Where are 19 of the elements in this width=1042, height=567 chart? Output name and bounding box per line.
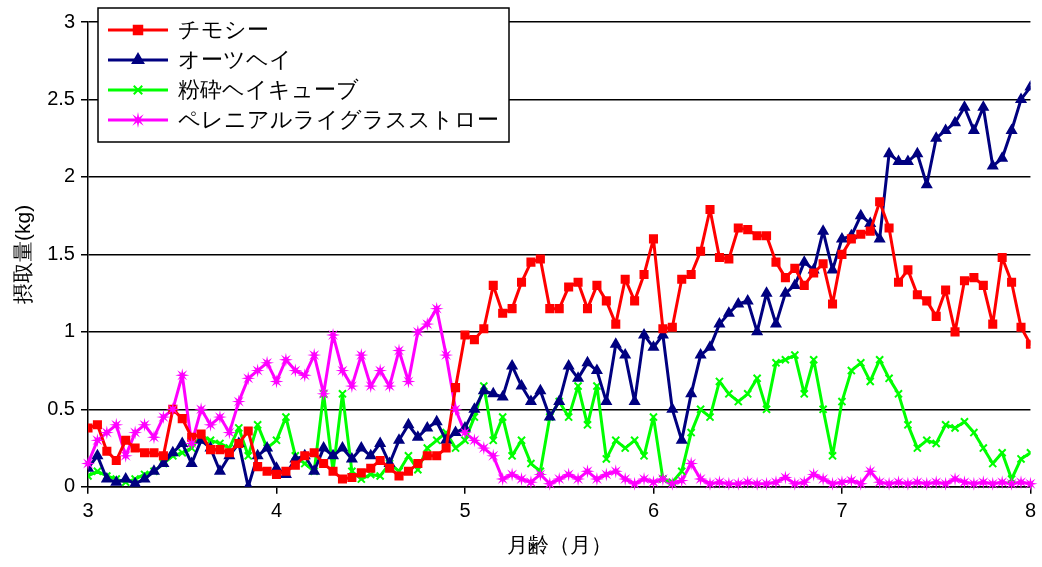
y-tick-label: 2 bbox=[63, 164, 75, 187]
y-tick-label: 1 bbox=[63, 319, 75, 342]
x-tick-label: 6 bbox=[647, 499, 660, 522]
legend-label: 粉砕ヘイキューブ bbox=[178, 77, 359, 103]
y-tick-label: 3 bbox=[63, 9, 75, 32]
legend-label: オーツヘイ bbox=[178, 47, 292, 73]
y-tick-label: 1.5 bbox=[47, 241, 75, 264]
x-tick-label: 8 bbox=[1024, 499, 1036, 522]
x-tick-label: 7 bbox=[836, 499, 848, 522]
x-tick-label: 4 bbox=[270, 499, 283, 522]
legend-label: ペレニアルライグラスストロー bbox=[178, 107, 499, 133]
legend-label: チモシー bbox=[178, 17, 269, 43]
x-tick-label: 5 bbox=[459, 499, 471, 522]
y-tick-label: 0 bbox=[63, 474, 75, 497]
y-tick-label: 2.5 bbox=[47, 86, 75, 109]
x-tick-label: 3 bbox=[82, 499, 94, 522]
y-axis-title: 摂取量(kg) bbox=[11, 204, 35, 304]
x-axis-title: 月齢（月） bbox=[506, 533, 612, 557]
y-tick-label: 0.5 bbox=[47, 396, 75, 419]
